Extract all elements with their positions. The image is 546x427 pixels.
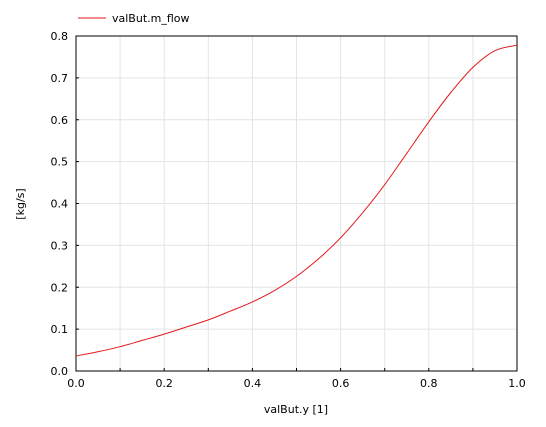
x-tick-label: 0.8 <box>420 377 438 390</box>
x-tick-label: 0.4 <box>244 377 262 390</box>
x-tick-label: 0.0 <box>67 377 85 390</box>
y-tick-label: 0.0 <box>51 365 69 378</box>
y-tick-label: 0.4 <box>51 198 69 211</box>
x-tick-label: 1.0 <box>508 377 526 390</box>
x-tick-label: 0.6 <box>332 377 350 390</box>
y-axis-label: [kg/s] <box>14 188 27 219</box>
y-tick-label: 0.7 <box>51 72 69 85</box>
x-axis-label: valBut.y [1] <box>264 403 328 416</box>
y-tick-label: 0.1 <box>51 323 69 336</box>
legend-label: valBut.m_flow <box>112 12 190 25</box>
x-tick-label: 0.2 <box>155 377 173 390</box>
y-tick-label: 0.8 <box>51 30 69 43</box>
grid <box>75 35 518 372</box>
y-tick-labels: 0.0 0.1 0.2 0.3 0.4 0.5 0.6 0.7 0.8 <box>51 30 69 378</box>
y-tick-label: 0.2 <box>51 281 69 294</box>
y-tick-label: 0.3 <box>51 239 69 252</box>
axis-ticks <box>75 35 518 372</box>
y-tick-label: 0.6 <box>51 114 69 127</box>
x-tick-labels: 0.0 0.2 0.4 0.6 0.8 1.0 <box>67 377 526 390</box>
y-tick-label: 0.5 <box>51 156 69 169</box>
series-line <box>75 44 518 357</box>
